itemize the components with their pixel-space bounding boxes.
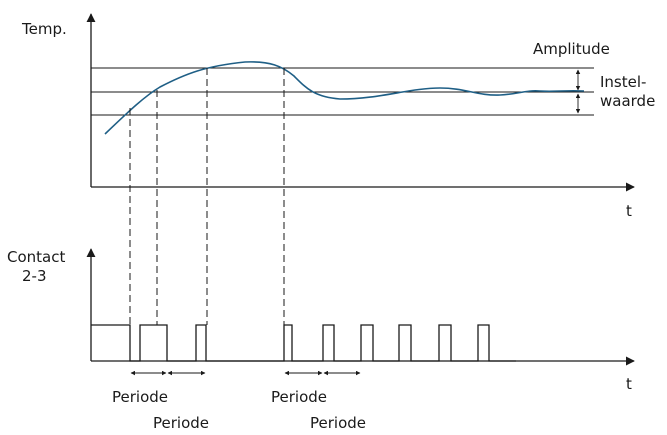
period-label-3: Periode bbox=[271, 388, 327, 406]
contact-pulse-train bbox=[91, 324, 516, 362]
temp-axis-label: Temp. bbox=[21, 20, 67, 38]
period-label-4: Periode bbox=[310, 414, 366, 432]
amplitude-label: Amplitude bbox=[533, 40, 610, 58]
setpoint-label-line1: Instel- bbox=[600, 73, 646, 91]
period-label-2: Periode bbox=[153, 414, 209, 432]
setpoint-label-line2: waarde bbox=[600, 92, 655, 110]
period-label-1: Periode bbox=[112, 388, 168, 406]
contact-label-line2: 2-3 bbox=[22, 267, 47, 285]
contact-label-line1: Contact bbox=[7, 248, 65, 266]
temperature-curve bbox=[104, 61, 585, 135]
time-axis-label-bottom: t bbox=[626, 375, 632, 393]
time-axis-label-top: t bbox=[626, 202, 632, 220]
